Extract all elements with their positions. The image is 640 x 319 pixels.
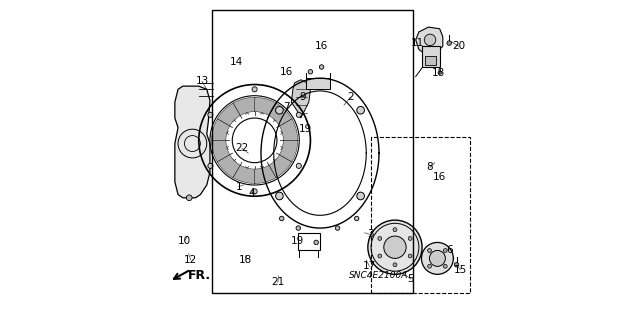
- Bar: [306, 78, 330, 89]
- Circle shape: [408, 254, 412, 258]
- Circle shape: [356, 107, 364, 114]
- Text: 22: 22: [236, 143, 248, 153]
- Text: 13: 13: [195, 76, 209, 86]
- Circle shape: [444, 264, 447, 268]
- Circle shape: [393, 263, 397, 267]
- Polygon shape: [291, 80, 310, 118]
- Circle shape: [447, 41, 451, 45]
- Circle shape: [276, 107, 284, 114]
- Text: 14: 14: [230, 57, 243, 67]
- Circle shape: [428, 249, 431, 252]
- Text: 3: 3: [367, 229, 374, 240]
- Text: 20: 20: [452, 41, 465, 51]
- Circle shape: [296, 112, 301, 117]
- Polygon shape: [269, 103, 292, 126]
- Circle shape: [454, 263, 459, 267]
- Polygon shape: [218, 103, 240, 126]
- Text: 15: 15: [454, 264, 467, 275]
- Circle shape: [429, 250, 445, 266]
- Circle shape: [356, 192, 364, 200]
- Text: 10: 10: [178, 236, 191, 246]
- Polygon shape: [218, 155, 240, 178]
- Polygon shape: [212, 140, 230, 162]
- Bar: [425, 56, 436, 65]
- Text: 16: 16: [315, 41, 328, 51]
- Text: 11: 11: [411, 38, 424, 48]
- Bar: [212, 10, 413, 293]
- Polygon shape: [269, 155, 292, 178]
- Polygon shape: [175, 86, 210, 198]
- Text: 4: 4: [248, 188, 255, 198]
- Circle shape: [424, 34, 436, 46]
- Circle shape: [368, 220, 422, 274]
- Polygon shape: [416, 27, 443, 54]
- Circle shape: [335, 226, 340, 230]
- Circle shape: [280, 216, 284, 221]
- Text: 16: 16: [433, 172, 446, 182]
- Text: 6: 6: [446, 245, 452, 256]
- Circle shape: [378, 254, 381, 258]
- Text: 18: 18: [431, 68, 445, 78]
- Circle shape: [276, 192, 284, 200]
- Circle shape: [408, 237, 412, 241]
- Polygon shape: [255, 165, 276, 183]
- Circle shape: [208, 163, 213, 168]
- Text: 21: 21: [271, 277, 285, 287]
- Text: 1: 1: [236, 182, 242, 192]
- Polygon shape: [255, 97, 276, 115]
- Polygon shape: [280, 140, 298, 162]
- Circle shape: [378, 237, 381, 241]
- Text: 9: 9: [299, 92, 306, 102]
- Text: 16: 16: [280, 67, 293, 77]
- Circle shape: [186, 195, 192, 201]
- Text: 19: 19: [299, 124, 312, 134]
- Circle shape: [296, 163, 301, 168]
- Bar: [422, 46, 440, 67]
- Circle shape: [438, 71, 441, 74]
- Circle shape: [393, 228, 397, 232]
- Circle shape: [428, 264, 431, 268]
- Text: 8: 8: [427, 162, 433, 173]
- Polygon shape: [280, 119, 298, 140]
- Text: 5: 5: [408, 274, 414, 284]
- Polygon shape: [233, 97, 255, 115]
- Circle shape: [319, 65, 324, 69]
- Circle shape: [444, 249, 447, 252]
- Circle shape: [296, 226, 301, 230]
- Text: FR.: FR.: [188, 270, 211, 282]
- Circle shape: [384, 236, 406, 258]
- Text: 7: 7: [283, 102, 290, 112]
- Text: 17: 17: [363, 261, 376, 271]
- Circle shape: [355, 216, 359, 221]
- Polygon shape: [212, 119, 230, 140]
- Text: SNC4E2100A: SNC4E2100A: [349, 271, 409, 280]
- Bar: [298, 233, 320, 250]
- Text: 19: 19: [291, 236, 304, 246]
- Bar: [371, 137, 470, 293]
- Circle shape: [208, 112, 213, 117]
- Circle shape: [252, 189, 257, 194]
- Text: 18: 18: [239, 255, 252, 265]
- Polygon shape: [233, 165, 255, 183]
- Circle shape: [308, 70, 313, 74]
- Circle shape: [314, 240, 319, 245]
- Text: 12: 12: [184, 255, 197, 265]
- Text: 2: 2: [347, 92, 354, 102]
- Circle shape: [252, 87, 257, 92]
- Circle shape: [422, 242, 453, 274]
